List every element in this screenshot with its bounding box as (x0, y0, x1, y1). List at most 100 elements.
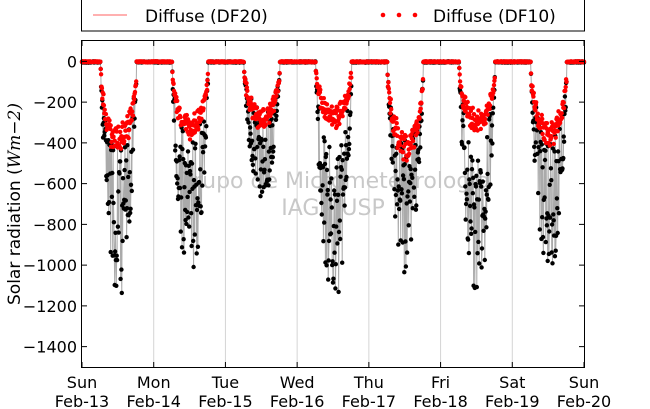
global-point (267, 177, 272, 182)
global-point (489, 123, 495, 128)
global-point (390, 144, 395, 149)
global-point (203, 135, 209, 140)
global-point (483, 216, 488, 221)
diffuse-point (348, 70, 354, 76)
diffuse-point (169, 59, 175, 65)
diffuse-point (531, 90, 536, 96)
global-point (399, 187, 404, 192)
global-point (536, 190, 541, 196)
x-tick-label-date: Feb-14 (126, 392, 180, 409)
global-point (194, 251, 199, 256)
global-point (469, 167, 475, 172)
global-point (263, 137, 268, 142)
global-point (466, 140, 471, 145)
global-point (114, 257, 120, 263)
global-point (332, 192, 338, 197)
diffuse-point (277, 70, 282, 76)
global-point (562, 94, 568, 99)
x-axis: SunFeb-13MonFeb-14TueFeb-15WedFeb-16ThuF… (55, 41, 611, 409)
diffuse-point (203, 92, 209, 98)
diffuse-point (417, 116, 422, 121)
diffuse-point (98, 59, 103, 64)
global-point (126, 174, 131, 180)
global-point (479, 184, 484, 189)
global-point (116, 189, 121, 194)
global-point (347, 141, 352, 147)
plot-frame (81, 40, 585, 368)
global-point (320, 183, 325, 188)
global-point (319, 212, 324, 217)
y-tick-label: −400 (33, 134, 77, 153)
global-point (191, 177, 197, 183)
global-point (537, 227, 542, 232)
diffuse-point (242, 69, 247, 75)
diffuse-point (187, 137, 193, 142)
diffuse-point (202, 96, 208, 101)
global-point (187, 168, 193, 174)
global-point (250, 153, 255, 159)
diffuse-point (275, 89, 281, 94)
global-point (182, 185, 187, 190)
global-point (396, 206, 402, 212)
global-point (191, 238, 196, 244)
diffuse-point (540, 116, 545, 122)
diffuse-point (395, 126, 401, 131)
global-point (327, 144, 332, 150)
global-point (338, 236, 343, 242)
diffuse-point (108, 126, 113, 132)
global-point (130, 147, 136, 152)
global-point (473, 229, 478, 235)
global-point (108, 249, 113, 255)
diffuse-point (478, 126, 483, 132)
global-point (185, 149, 191, 154)
global-point (325, 192, 330, 197)
global-point (322, 161, 328, 167)
global-point (533, 140, 538, 145)
diffuse-point (130, 109, 135, 114)
legend-df20-label: Diffuse (DF20) (145, 7, 268, 27)
global-point (179, 245, 185, 250)
diffuse-point (263, 122, 268, 128)
global-point (191, 264, 196, 270)
diffuse-point (178, 115, 183, 120)
global-point (403, 264, 409, 269)
diffuse-point (347, 82, 353, 87)
global-point (460, 118, 465, 123)
global-point (469, 231, 474, 236)
diffuse-point (321, 96, 326, 101)
global-point (393, 168, 398, 174)
global-point (396, 184, 401, 189)
diffuse-point (98, 66, 103, 72)
global-point (395, 177, 400, 182)
diffuse-point (122, 139, 127, 144)
global-point (328, 197, 333, 202)
global-point (184, 221, 189, 227)
global-point (411, 185, 417, 190)
diffuse-point (559, 111, 564, 116)
global-point (400, 173, 406, 178)
global-point (389, 156, 394, 161)
global-point (188, 172, 193, 177)
global-point (120, 176, 126, 181)
global-point (392, 187, 397, 192)
global-point (180, 146, 185, 152)
global-point (340, 158, 345, 163)
diffuse-point (456, 59, 462, 64)
diffuse-point (349, 75, 354, 80)
global-point (247, 125, 253, 130)
global-point (484, 192, 489, 197)
diffuse-point (561, 100, 566, 105)
global-point (408, 166, 413, 172)
diffuse-point (267, 120, 272, 125)
global-point (257, 184, 262, 189)
legend-box (81, 0, 585, 32)
x-tick-label-day: Sun (569, 373, 599, 392)
global-point (118, 159, 123, 164)
diffuse-point (118, 129, 123, 135)
global-point (179, 195, 184, 200)
global-point (127, 219, 132, 224)
global-point (475, 158, 481, 163)
global-point (342, 151, 347, 156)
x-tick-label-date: Feb-18 (413, 392, 467, 409)
diffuse-point (561, 105, 567, 111)
